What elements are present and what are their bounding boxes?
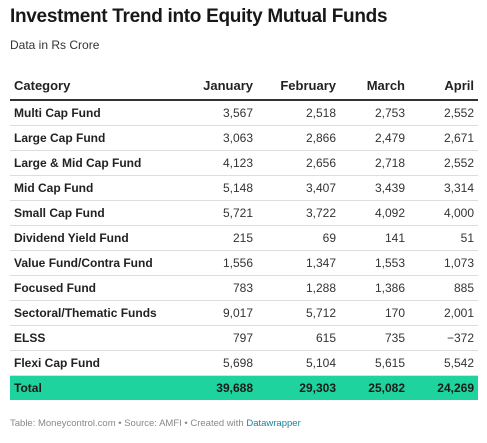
cell-march: 170 <box>340 300 409 326</box>
row-category: Large Cap Fund <box>10 125 190 151</box>
column-header-march: March <box>340 72 409 101</box>
page-subtitle: Data in Rs Crore <box>10 38 100 52</box>
row-category: Value Fund/Contra Fund <box>10 250 190 276</box>
table-row: Large Cap Fund 3,063 2,866 2,479 2,671 <box>10 125 478 151</box>
column-header-february: February <box>257 72 340 101</box>
cell-february: 5,712 <box>257 300 340 326</box>
cell-january: 797 <box>190 325 257 351</box>
total-label: Total <box>10 375 190 400</box>
column-header-april: April <box>409 72 478 101</box>
cell-february: 1,288 <box>257 275 340 301</box>
row-category: ELSS <box>10 325 190 351</box>
footer-text: Table: Moneycontrol.com • Source: AMFI •… <box>10 418 247 429</box>
table-row: Large & Mid Cap Fund 4,123 2,656 2,718 2… <box>10 150 478 176</box>
cell-march: 2,753 <box>340 100 409 126</box>
cell-april: 5,542 <box>409 350 478 376</box>
cell-april: 2,671 <box>409 125 478 151</box>
total-february: 29,303 <box>257 375 340 400</box>
cell-february: 2,656 <box>257 150 340 176</box>
source-footer: Table: Moneycontrol.com • Source: AMFI •… <box>10 418 301 429</box>
row-category: Dividend Yield Fund <box>10 225 190 251</box>
table-header-row: Category January February March April <box>10 72 478 101</box>
table-row: Mid Cap Fund 5,148 3,407 3,439 3,314 <box>10 175 478 201</box>
cell-january: 5,698 <box>190 350 257 376</box>
cell-february: 3,722 <box>257 200 340 226</box>
cell-march: 4,092 <box>340 200 409 226</box>
cell-february: 1,347 <box>257 250 340 276</box>
cell-april: 3,314 <box>409 175 478 201</box>
cell-april: 1,073 <box>409 250 478 276</box>
table-row: Sectoral/Thematic Funds 9,017 5,712 170 … <box>10 300 478 326</box>
cell-april: −372 <box>409 325 478 351</box>
cell-march: 2,718 <box>340 150 409 176</box>
cell-march: 3,439 <box>340 175 409 201</box>
cell-april: 51 <box>409 225 478 251</box>
cell-january: 3,063 <box>190 125 257 151</box>
cell-april: 885 <box>409 275 478 301</box>
page-title: Investment Trend into Equity Mutual Fund… <box>10 6 388 27</box>
row-category: Sectoral/Thematic Funds <box>10 300 190 326</box>
total-march: 25,082 <box>340 375 409 400</box>
row-category: Focused Fund <box>10 275 190 301</box>
table-row: Flexi Cap Fund 5,698 5,104 5,615 5,542 <box>10 350 478 376</box>
cell-february: 5,104 <box>257 350 340 376</box>
cell-march: 2,479 <box>340 125 409 151</box>
table-row: Value Fund/Contra Fund 1,556 1,347 1,553… <box>10 250 478 276</box>
cell-february: 3,407 <box>257 175 340 201</box>
cell-february: 615 <box>257 325 340 351</box>
cell-march: 5,615 <box>340 350 409 376</box>
row-category: Mid Cap Fund <box>10 175 190 201</box>
cell-january: 783 <box>190 275 257 301</box>
total-row: Total 39,688 29,303 25,082 24,269 <box>10 375 478 400</box>
fund-table: Category January February March April Mu… <box>10 72 478 400</box>
column-header-category: Category <box>10 72 190 101</box>
cell-february: 69 <box>257 225 340 251</box>
cell-january: 4,123 <box>190 150 257 176</box>
cell-january: 9,017 <box>190 300 257 326</box>
cell-april: 2,001 <box>409 300 478 326</box>
cell-february: 2,518 <box>257 100 340 126</box>
cell-january: 3,567 <box>190 100 257 126</box>
cell-april: 4,000 <box>409 200 478 226</box>
row-category: Flexi Cap Fund <box>10 350 190 376</box>
row-category: Multi Cap Fund <box>10 100 190 126</box>
table-row: Focused Fund 783 1,288 1,386 885 <box>10 275 478 301</box>
table-row: ELSS 797 615 735 −372 <box>10 325 478 351</box>
total-january: 39,688 <box>190 375 257 400</box>
row-category: Small Cap Fund <box>10 200 190 226</box>
cell-january: 1,556 <box>190 250 257 276</box>
cell-march: 141 <box>340 225 409 251</box>
table-row: Multi Cap Fund 3,567 2,518 2,753 2,552 <box>10 100 478 126</box>
total-april: 24,269 <box>409 375 478 400</box>
cell-march: 1,386 <box>340 275 409 301</box>
cell-january: 215 <box>190 225 257 251</box>
table-row: Small Cap Fund 5,721 3,722 4,092 4,000 <box>10 200 478 226</box>
cell-march: 735 <box>340 325 409 351</box>
datawrapper-link[interactable]: Datawrapper <box>246 418 301 429</box>
table-row: Dividend Yield Fund 215 69 141 51 <box>10 225 478 251</box>
cell-january: 5,148 <box>190 175 257 201</box>
cell-april: 2,552 <box>409 150 478 176</box>
column-header-january: January <box>190 72 257 101</box>
cell-february: 2,866 <box>257 125 340 151</box>
row-category: Large & Mid Cap Fund <box>10 150 190 176</box>
cell-march: 1,553 <box>340 250 409 276</box>
cell-january: 5,721 <box>190 200 257 226</box>
cell-april: 2,552 <box>409 100 478 126</box>
